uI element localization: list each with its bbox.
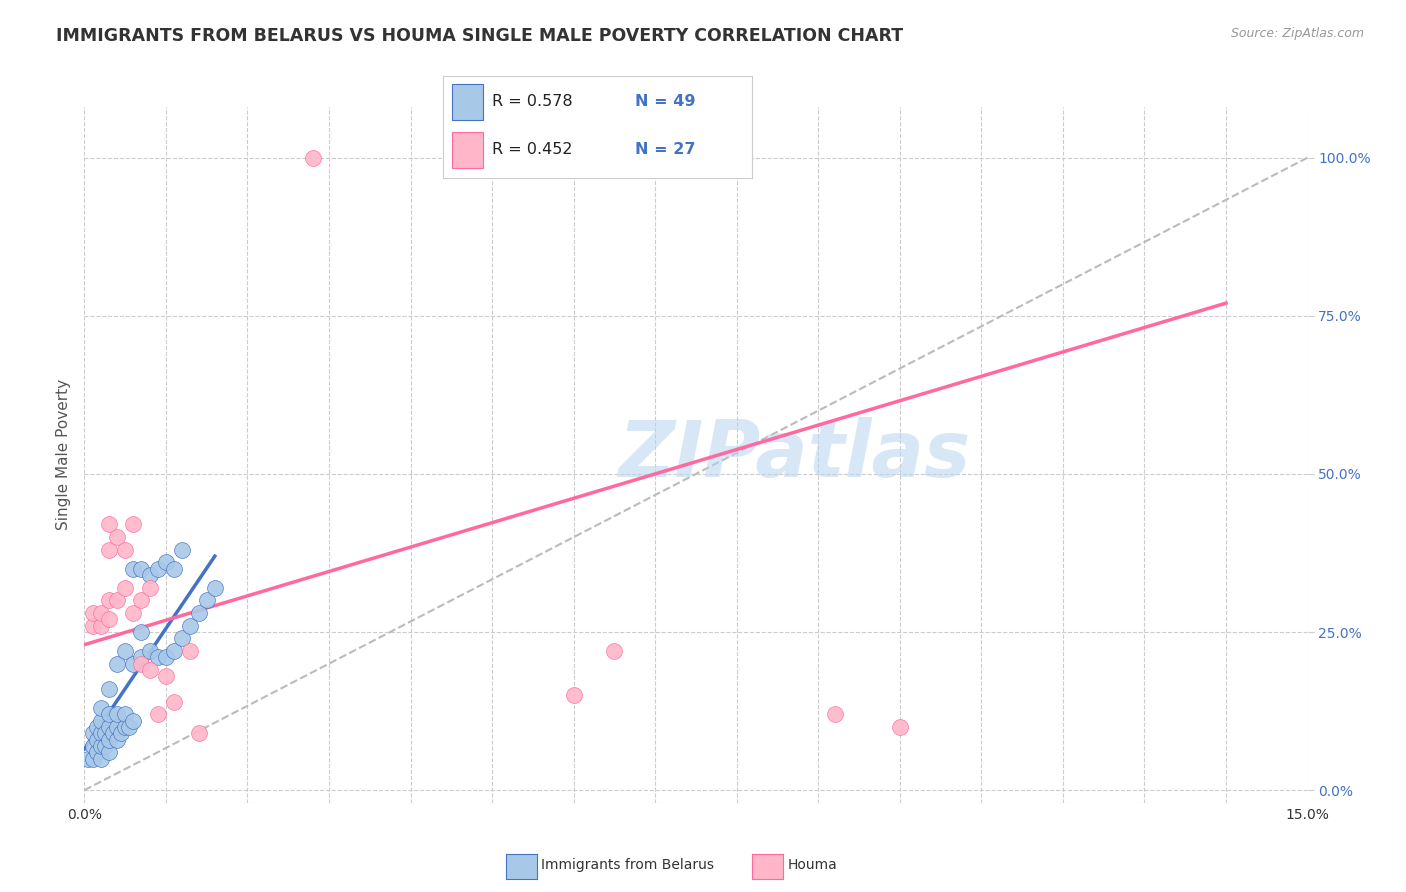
Point	[105, 530, 128, 544]
Point	[187, 606, 209, 620]
Point	[86, 732, 108, 747]
Bar	[453, 132, 484, 168]
Point	[93, 726, 117, 740]
Point	[97, 612, 120, 626]
Point	[93, 739, 117, 753]
Point	[97, 517, 120, 532]
Point	[97, 593, 120, 607]
Point	[122, 562, 145, 576]
Point	[131, 650, 153, 665]
Point	[114, 542, 136, 557]
Point	[90, 751, 112, 765]
Point	[114, 644, 136, 658]
Point	[179, 644, 201, 658]
Point	[146, 650, 169, 665]
Point	[204, 581, 226, 595]
Point	[86, 720, 108, 734]
Point	[562, 688, 585, 702]
Point	[82, 726, 104, 740]
Text: ZIPatlas: ZIPatlas	[617, 417, 970, 493]
Point	[122, 657, 145, 671]
Point	[172, 542, 194, 557]
Point	[105, 720, 128, 734]
Point	[179, 618, 201, 632]
Point	[105, 732, 128, 747]
Point	[131, 625, 153, 640]
Point	[195, 593, 218, 607]
Y-axis label: Single Male Poverty: Single Male Poverty	[56, 379, 72, 531]
Point	[131, 593, 153, 607]
Point	[172, 632, 194, 646]
Text: R = 0.578: R = 0.578	[492, 95, 574, 110]
Point	[118, 720, 141, 734]
Point	[155, 556, 177, 570]
Point	[122, 517, 145, 532]
Text: Houma: Houma	[787, 858, 837, 872]
Text: R = 0.452: R = 0.452	[492, 142, 572, 157]
Point	[90, 726, 112, 740]
Point	[97, 542, 120, 557]
Point	[114, 720, 136, 734]
Point	[122, 606, 145, 620]
Point	[82, 739, 104, 753]
Text: Immigrants from Belarus: Immigrants from Belarus	[541, 858, 714, 872]
Point	[138, 568, 160, 582]
Point	[90, 618, 112, 632]
Point	[114, 707, 136, 722]
Bar	[453, 84, 484, 120]
Point	[82, 751, 104, 765]
Point	[101, 726, 124, 740]
Point	[155, 669, 177, 683]
Point	[146, 562, 169, 576]
Point	[889, 720, 911, 734]
Point	[603, 644, 626, 658]
Point	[90, 714, 112, 728]
Text: IMMIGRANTS FROM BELARUS VS HOUMA SINGLE MALE POVERTY CORRELATION CHART: IMMIGRANTS FROM BELARUS VS HOUMA SINGLE …	[56, 27, 904, 45]
Point	[131, 657, 153, 671]
Point	[138, 644, 160, 658]
Point	[97, 720, 120, 734]
Point	[90, 606, 112, 620]
Text: N = 49: N = 49	[634, 95, 695, 110]
Point	[114, 581, 136, 595]
Point	[301, 151, 323, 165]
Point	[138, 663, 160, 677]
Point	[90, 739, 112, 753]
Point	[163, 562, 186, 576]
Point	[138, 581, 160, 595]
Point	[90, 701, 112, 715]
Point	[163, 644, 186, 658]
Point	[131, 562, 153, 576]
Point	[187, 726, 209, 740]
Point	[824, 707, 846, 722]
Point	[122, 714, 145, 728]
Point	[105, 707, 128, 722]
Point	[97, 681, 120, 696]
Point	[82, 618, 104, 632]
Point	[86, 745, 108, 759]
Point	[163, 695, 186, 709]
Point	[146, 707, 169, 722]
Point	[82, 606, 104, 620]
Point	[97, 745, 120, 759]
Point	[155, 650, 177, 665]
Text: Source: ZipAtlas.com: Source: ZipAtlas.com	[1230, 27, 1364, 40]
Point	[105, 657, 128, 671]
Point	[105, 593, 128, 607]
Point	[97, 707, 120, 722]
Point	[110, 726, 132, 740]
Point	[77, 751, 100, 765]
Point	[97, 732, 120, 747]
Text: N = 27: N = 27	[634, 142, 695, 157]
